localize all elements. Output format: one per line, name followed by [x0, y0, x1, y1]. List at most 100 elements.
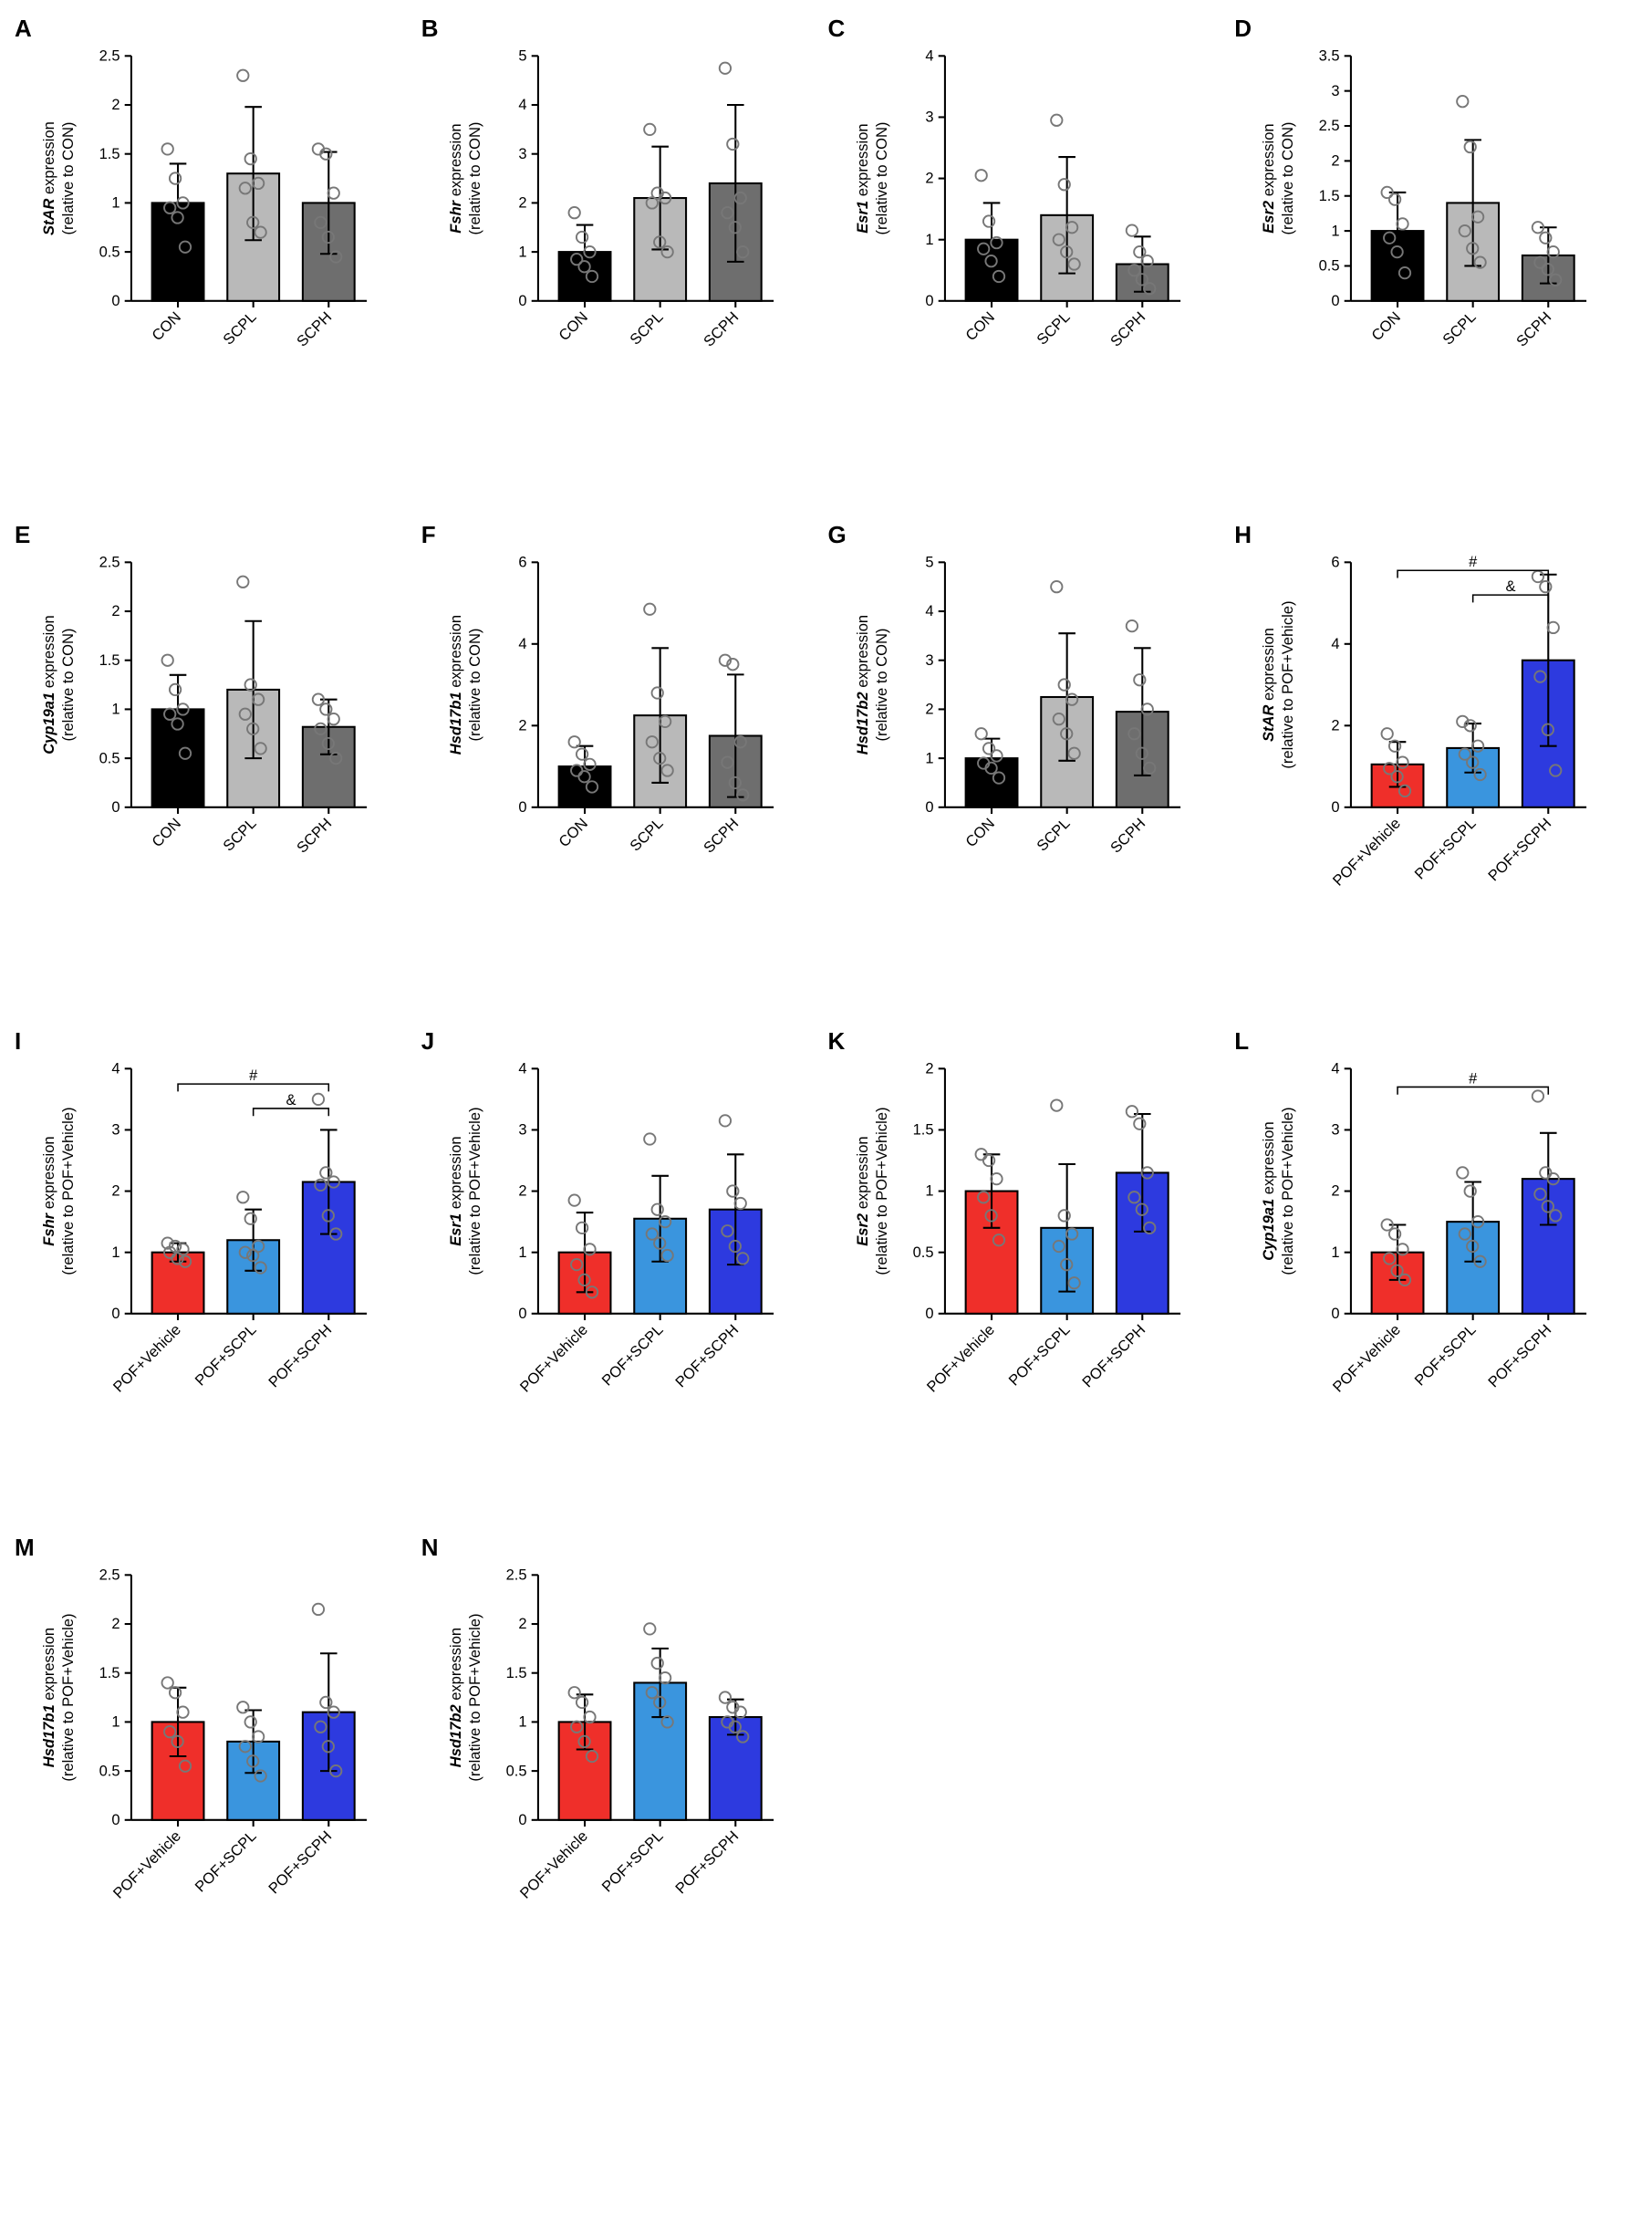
svg-text:Esr2 expression: Esr2 expression — [1260, 123, 1277, 233]
panel-label: M — [15, 1534, 35, 1562]
svg-text:1: 1 — [1332, 1244, 1340, 1261]
svg-text:POF+SCPH: POF+SCPH — [265, 1827, 336, 1898]
svg-text:Cyp19a1 expression: Cyp19a1 expression — [40, 615, 57, 754]
figure-grid: A00.511.522.5StAR expression(relative to… — [18, 18, 1634, 2027]
svg-text:0: 0 — [1332, 798, 1340, 816]
svg-text:0: 0 — [1332, 292, 1340, 309]
svg-text:SCPH: SCPH — [1107, 308, 1148, 350]
svg-text:2: 2 — [518, 1615, 526, 1632]
svg-text:(relative to CON): (relative to CON) — [872, 122, 889, 235]
svg-text:Esr2 expression: Esr2 expression — [854, 1136, 871, 1245]
panel-D: D00.511.522.533.5Esr2 expression(relativ… — [1238, 18, 1634, 508]
svg-text:Cyp19a1 expression: Cyp19a1 expression — [1260, 1121, 1277, 1260]
svg-text:2: 2 — [1332, 152, 1340, 170]
svg-text:POF+SCPL: POF+SCPL — [598, 1827, 667, 1896]
svg-text:POF+Vehicle: POF+Vehicle — [1329, 1321, 1404, 1396]
svg-text:5: 5 — [925, 553, 933, 570]
svg-text:1.5: 1.5 — [1319, 187, 1340, 204]
svg-text:StAR expression: StAR expression — [40, 121, 57, 235]
svg-text:0: 0 — [518, 292, 526, 309]
svg-text:4: 4 — [1332, 1060, 1340, 1077]
svg-text:4: 4 — [925, 47, 933, 64]
svg-text:(relative to POF+Vehicle): (relative to POF+Vehicle) — [1279, 601, 1296, 769]
svg-text:SCPH: SCPH — [700, 308, 742, 350]
svg-text:SCPH: SCPH — [293, 815, 335, 857]
svg-text:1.5: 1.5 — [99, 651, 120, 669]
svg-text:3: 3 — [1332, 1121, 1340, 1139]
svg-text:6: 6 — [518, 553, 526, 570]
svg-text:4: 4 — [1332, 635, 1340, 652]
svg-text:POF+SCPL: POF+SCPL — [192, 1321, 260, 1390]
svg-text:CON: CON — [149, 815, 184, 850]
svg-text:0.5: 0.5 — [1319, 257, 1340, 275]
svg-text:1: 1 — [111, 194, 119, 212]
panel-label: C — [828, 15, 846, 43]
svg-text:(relative to CON): (relative to CON) — [466, 122, 483, 235]
panel-J: J01234Esr1 expression(relative to POF+Ve… — [425, 1031, 821, 1521]
svg-text:1: 1 — [925, 749, 933, 766]
svg-text:1: 1 — [111, 701, 119, 718]
svg-text:SCPH: SCPH — [1107, 815, 1148, 857]
svg-text:SCPH: SCPH — [1513, 308, 1555, 350]
svg-text:(relative to POF+Vehicle): (relative to POF+Vehicle) — [1279, 1108, 1296, 1275]
svg-text:Fshr expression: Fshr expression — [447, 123, 464, 233]
svg-text:4: 4 — [518, 1060, 526, 1077]
svg-text:SCPH: SCPH — [700, 815, 742, 857]
svg-text:1: 1 — [111, 1244, 119, 1261]
svg-text:4: 4 — [518, 96, 526, 113]
svg-text:Esr1 expression: Esr1 expression — [447, 1136, 464, 1245]
svg-text:(relative to POF+Vehicle): (relative to POF+Vehicle) — [59, 1614, 77, 1782]
svg-text:(relative to CON): (relative to CON) — [466, 629, 483, 742]
svg-text:6: 6 — [1332, 553, 1340, 570]
svg-text:POF+SCPH: POF+SCPH — [671, 1321, 742, 1391]
svg-text:1: 1 — [925, 1182, 933, 1200]
svg-text:&: & — [286, 1091, 296, 1108]
svg-text:2: 2 — [518, 1182, 526, 1200]
svg-text:0: 0 — [925, 1305, 933, 1322]
panel-H: H0246StAR expression(relative to POF+Veh… — [1238, 525, 1634, 1015]
svg-text:Hsd17b1 expression: Hsd17b1 expression — [447, 615, 464, 755]
panel-label: G — [828, 521, 847, 549]
svg-text:1: 1 — [111, 1713, 119, 1731]
svg-text:2: 2 — [518, 194, 526, 212]
panel-label: I — [15, 1027, 21, 1056]
svg-text:2.5: 2.5 — [1319, 117, 1340, 134]
svg-text:POF+SCPH: POF+SCPH — [671, 1827, 742, 1898]
svg-text:POF+Vehicle: POF+Vehicle — [109, 1827, 184, 1902]
svg-text:1.5: 1.5 — [99, 1664, 120, 1681]
svg-text:2: 2 — [1332, 1182, 1340, 1200]
svg-text:1.5: 1.5 — [99, 145, 120, 162]
svg-text:2.5: 2.5 — [99, 1566, 120, 1584]
svg-text:2: 2 — [925, 1060, 933, 1077]
svg-text:2.5: 2.5 — [99, 47, 120, 64]
panel-G: G012345Hsd17b2 expression(relative to CO… — [832, 525, 1228, 1015]
svg-text:(relative to CON): (relative to CON) — [59, 122, 77, 235]
panel-label: B — [421, 15, 439, 43]
svg-text:SCPL: SCPL — [626, 308, 666, 349]
svg-text:4: 4 — [518, 635, 526, 652]
svg-text:SCPL: SCPL — [220, 815, 260, 855]
svg-text:2.5: 2.5 — [99, 553, 120, 570]
svg-text:(relative to POF+Vehicle): (relative to POF+Vehicle) — [466, 1108, 483, 1275]
svg-text:2: 2 — [111, 96, 119, 113]
svg-text:Hsd17b2 expression: Hsd17b2 expression — [447, 1628, 464, 1767]
svg-text:0.5: 0.5 — [99, 749, 120, 766]
panel-label: F — [421, 521, 436, 549]
svg-text:POF+SCPH: POF+SCPH — [1485, 815, 1555, 885]
svg-text:4: 4 — [111, 1060, 119, 1077]
svg-text:3: 3 — [1332, 82, 1340, 99]
svg-text:SCPL: SCPL — [220, 308, 260, 349]
svg-text:2: 2 — [925, 701, 933, 718]
panel-B: B012345Fshr expression(relative to CON)C… — [425, 18, 821, 508]
svg-text:Fshr expression: Fshr expression — [40, 1136, 57, 1245]
svg-text:3: 3 — [925, 109, 933, 126]
svg-text:(relative to POF+Vehicle): (relative to POF+Vehicle) — [59, 1108, 77, 1275]
svg-text:Hsd17b1 expression: Hsd17b1 expression — [40, 1628, 57, 1767]
svg-text:5: 5 — [518, 47, 526, 64]
svg-text:3: 3 — [518, 1121, 526, 1139]
svg-text:POF+SCPL: POF+SCPL — [598, 1321, 667, 1390]
svg-text:1: 1 — [1332, 222, 1340, 239]
svg-text:2: 2 — [111, 1615, 119, 1632]
svg-text:#: # — [249, 1067, 258, 1084]
panel-I: I01234Fshr expression(relative to POF+Ve… — [18, 1031, 414, 1521]
